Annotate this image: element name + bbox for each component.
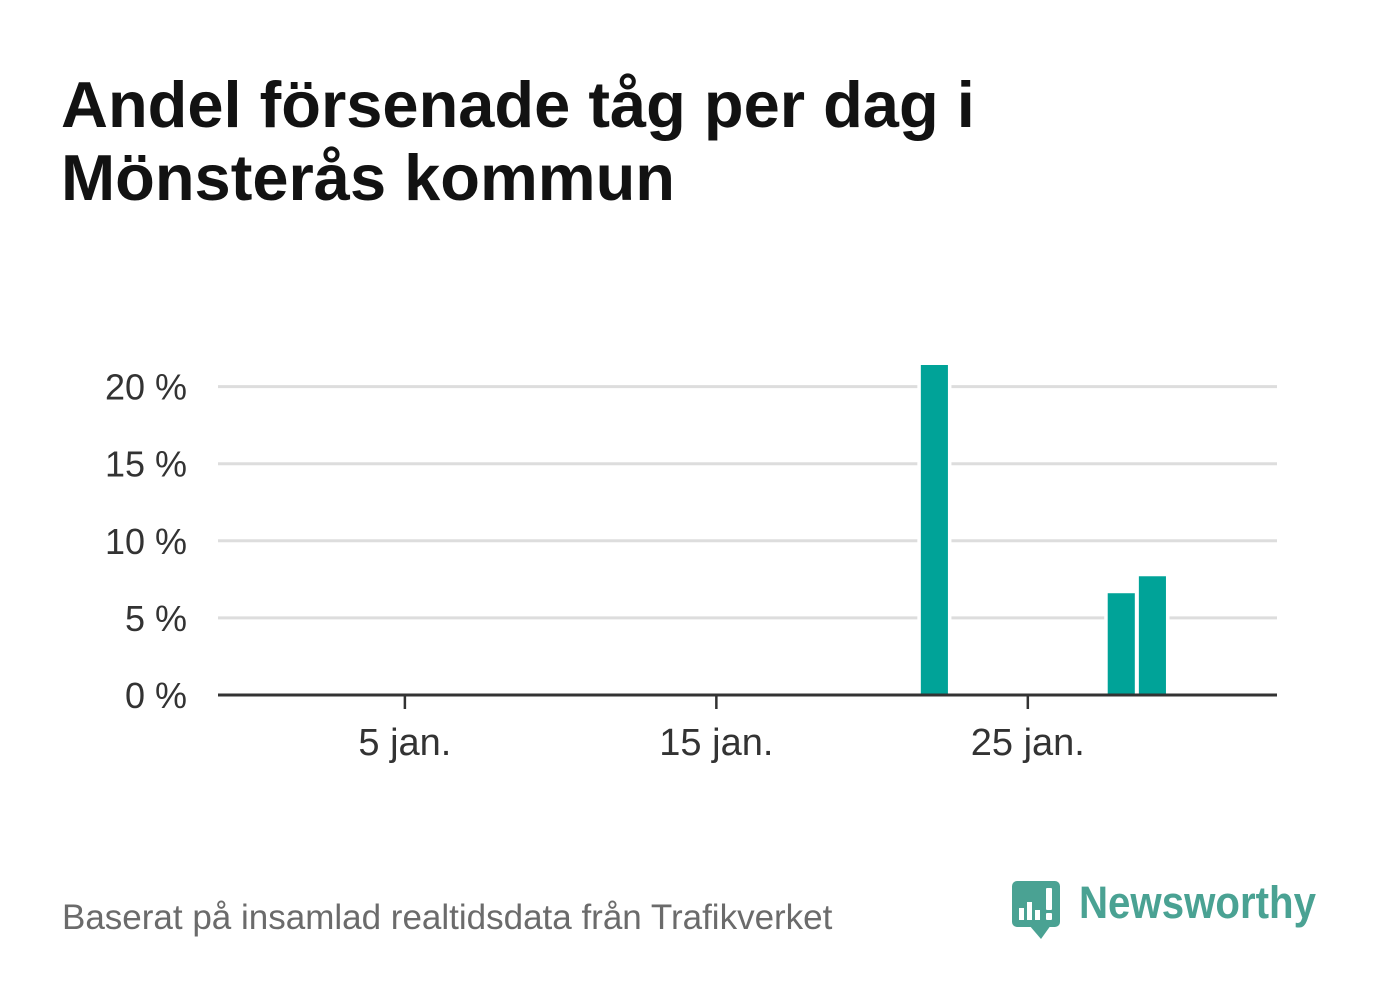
x-axis — [218, 693, 1277, 709]
x-tick-label: 15 jan. — [659, 722, 773, 764]
y-tick-label: 15 % — [105, 444, 187, 485]
newsworthy-logo: Newsworthy — [1012, 877, 1316, 939]
icon-bar — [1035, 910, 1040, 920]
y-tick-label: 10 % — [105, 521, 187, 562]
x-axis-labels: 5 jan. 15 jan. 25 jan. — [358, 722, 1084, 764]
icon-bar — [1019, 908, 1024, 920]
y-tick-label: 5 % — [125, 598, 187, 639]
x-tick-label: 5 jan. — [358, 722, 451, 764]
icon-bar — [1027, 902, 1032, 920]
icon-exclamation-dot — [1046, 913, 1052, 920]
bar — [917, 361, 952, 699]
logo-text: Newsworthy — [1079, 877, 1316, 928]
bars — [917, 361, 1170, 699]
y-tick-label: 0 % — [125, 675, 187, 716]
icon-bubble-tail — [1029, 925, 1051, 939]
bar — [1135, 572, 1170, 699]
bar-chart-speech-bubble-icon — [1012, 881, 1060, 939]
gridlines — [218, 385, 1277, 620]
bar — [1104, 589, 1139, 699]
chart-title: Andel försenade tåg per dag i Mönsterås … — [61, 68, 975, 214]
y-tick-label: 20 % — [105, 367, 187, 408]
icon-bubble — [1012, 881, 1060, 927]
x-tick-label: 25 jan. — [971, 722, 1085, 764]
icon-exclamation-bar — [1046, 888, 1052, 910]
y-axis-labels: 0 % 5 % 10 % 15 % 20 % — [105, 367, 187, 716]
source-note: Baserat på insamlad realtidsdata från Tr… — [62, 898, 833, 937]
